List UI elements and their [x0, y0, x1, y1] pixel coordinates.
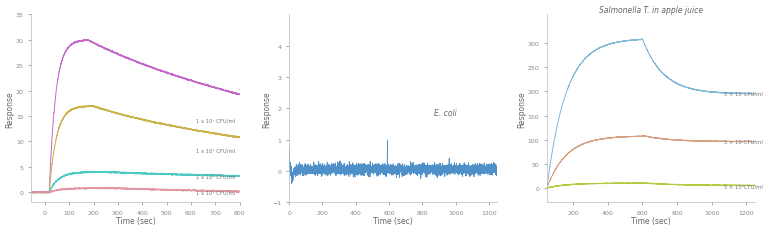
Text: 5 × 10⁸CFU/ml: 5 × 10⁸CFU/ml [724, 91, 763, 97]
Y-axis label: Response: Response [5, 91, 15, 127]
Text: 1 x 10⁷ CFU/ml: 1 x 10⁷ CFU/ml [196, 118, 235, 122]
Text: 1 x 10⁵ CFU/ml: 1 x 10⁵ CFU/ml [196, 174, 235, 179]
Text: E. coli: E. coli [434, 108, 457, 117]
Text: 1 x 10⁶ CFU/ml: 1 x 10⁶ CFU/ml [196, 148, 235, 153]
X-axis label: Time (sec): Time (sec) [631, 216, 671, 225]
Text: 1 x 10⁴ CFU/ml: 1 x 10⁴ CFU/ml [196, 190, 235, 195]
X-axis label: Time (sec): Time (sec) [116, 216, 155, 225]
X-axis label: Time (sec): Time (sec) [373, 216, 413, 225]
Title: Salmonella T. in apple juice: Salmonella T. in apple juice [599, 6, 703, 15]
Text: 5 × 10⁷CFU/ml: 5 × 10⁷CFU/ml [724, 139, 763, 144]
Text: 5 × 10⁶CFU/ml: 5 × 10⁶CFU/ml [724, 183, 763, 188]
Y-axis label: Response: Response [262, 91, 271, 127]
Y-axis label: Response: Response [517, 91, 526, 127]
